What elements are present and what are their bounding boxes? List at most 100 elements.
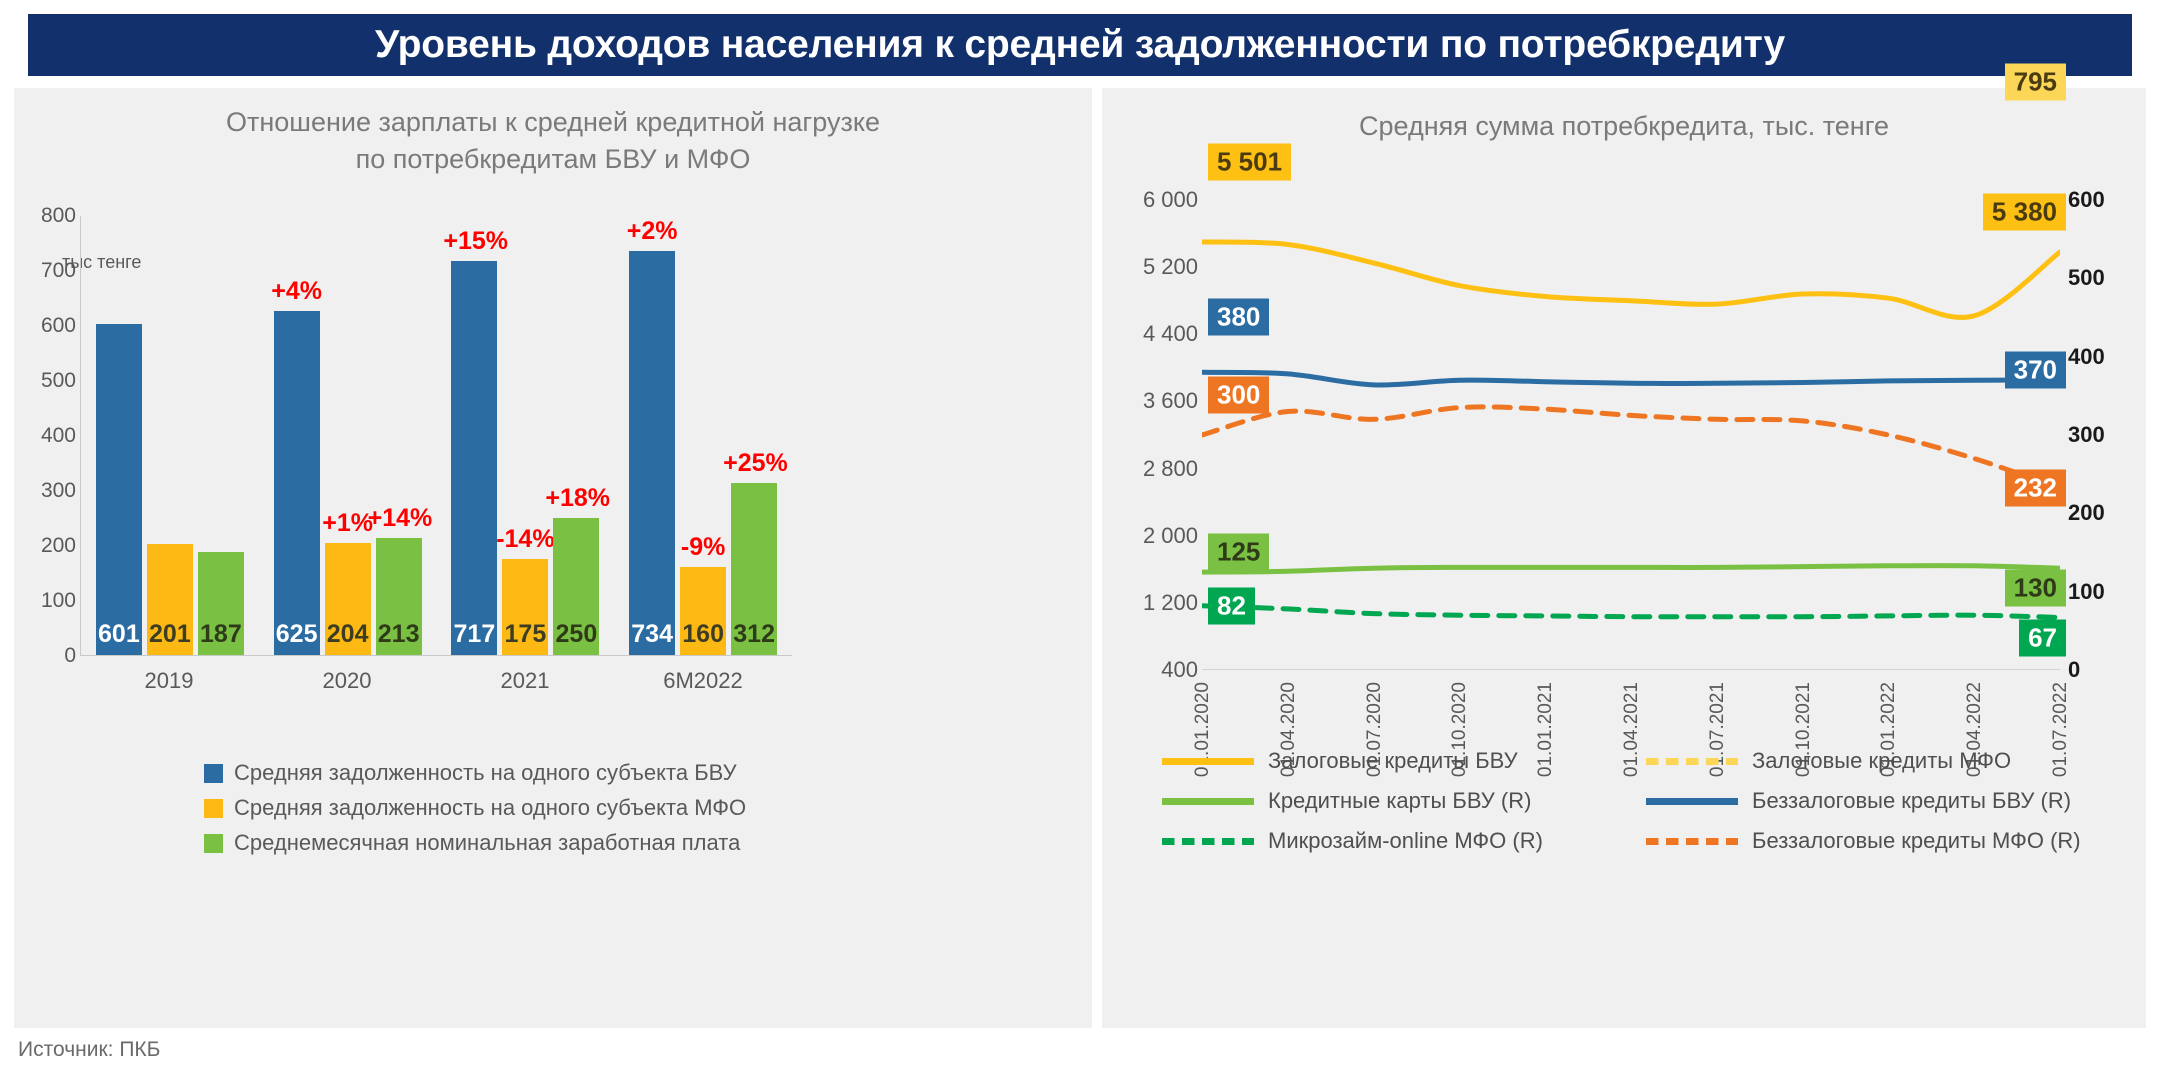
right-chart-panel: Средняя сумма потребкредита, тыс. тенге … [1102,63,2146,1028]
series-start-value-tag: 380 [1208,298,1270,336]
line-y-tick-right: 300 [2068,422,2105,447]
legend-item[interactable]: Залоговые кредиты МФО [1646,748,2122,774]
line-series [1202,369,2060,388]
bar: 175 -14% [496,525,555,655]
legend-item[interactable]: Беззалоговые кредиты МФО (R) [1646,828,2122,854]
legend-line-swatch [1646,797,1738,805]
left-chart-panel: Отношение зарплаты к средней кредитной н… [14,88,1092,1028]
bar: 201 [146,544,193,655]
bar-group: 717 +15% 175 -14% 250 +18% [437,216,615,655]
bar-y-tick: 500 [40,369,76,392]
line-y-tick-right: 0 [2068,657,2081,682]
legend-label: Средняя задолженность на одного субъекта… [234,760,737,785]
series-end-value-tag: 5 380 [1982,193,2066,231]
legend-item[interactable]: Залоговые кредиты БВУ [1162,748,1638,774]
bar-x-tick: 2021 [500,668,550,693]
bar-growth-label: +14% [367,503,433,532]
bar: 625 +4% [271,277,322,655]
line-y-tick-left: 1 200 [1142,589,1198,615]
bar-growth-label: +2% [626,217,678,246]
legend-line-swatch [1162,837,1254,845]
line-y-tick-left: 3 600 [1142,388,1198,414]
bar-growth-label: +15% [443,226,509,255]
bar-y-tick: 600 [40,314,76,337]
series-end-value-tag: 370 [2004,351,2066,389]
legend-label: Залоговые кредиты БВУ [1268,748,1518,773]
bar-value-label: 601 [98,620,140,648]
series-end-value-tag: 232 [2004,469,2066,507]
series-end-value-tag: 795 [2004,63,2066,101]
series-start-value-tag: 300 [1208,376,1270,414]
bar-y-tick: 300 [40,479,76,502]
legend-label: Беззалоговые кредиты БВУ (R) [1752,788,2072,813]
legend-line-swatch [1646,837,1738,845]
legend-label: Кредитные карты БВУ (R) [1268,788,1532,813]
bar-y-tick: 200 [40,534,76,557]
bar-value-label: 175 [504,620,547,648]
bar: 213 +14% [368,504,432,655]
bar-growth-label: -9% [680,533,726,561]
left-panel-title-line2: по потребкредитам БВУ и МФО [355,144,751,175]
legend-item[interactable]: Микрозайм-online МФО (R) [1162,828,1638,854]
line-chart-svg [1202,239,2060,670]
bar-value-label: 734 [631,620,673,648]
bar-chart-x-axis: 2019 2020 2021 6М2022 [80,668,792,702]
line-y-tick-left: 5 200 [1142,254,1198,280]
bar: 717 +15% [443,227,508,655]
bar: 312 +25% [723,449,788,655]
bar-value-label: 204 [326,620,369,648]
series-end-value-tag: 130 [2004,569,2066,607]
bar: 734 +2% [627,217,677,655]
bar-value-label: 625 [275,620,318,648]
bar: 187 [197,552,244,655]
line-series [1202,239,2060,320]
bar-value-label: 201 [149,620,191,648]
line-y-tick-right: 400 [2068,343,2105,369]
legend-item[interactable]: Беззалоговые кредиты БВУ (R) [1646,788,2122,814]
header-banner: Уровень доходов населения к средней задо… [28,14,2132,76]
left-panel-title-line1: Отношение зарплаты к средней кредитной н… [226,107,880,137]
line-chart-y-axis-right: 600 500 400 300 200 100 0 [2068,187,2138,682]
bar-growth-label: -14% [496,524,555,553]
legend-item[interactable]: Средняя задолженность на одного субъекта… [204,795,904,821]
bar-y-tick: 800 [40,204,76,227]
legend-swatch [204,833,223,853]
bar-x-tick: 6М2022 [663,668,743,693]
line-y-tick-right: 500 [2068,265,2105,291]
left-panel-title: Отношение зарплаты к средней кредитной н… [14,88,1092,179]
legend-line-swatch [1162,757,1254,765]
bar-value-label: 717 [453,620,496,648]
legend-line-swatch [1646,757,1738,765]
legend-item[interactable]: Среднемесячная номинальная заработная пл… [204,830,904,856]
bar-chart-legend: Средняя задолженность на одного субъекта… [204,760,904,865]
bar-chart-axis-unit: тыс тенге [62,252,142,272]
right-panel-title: Средняя сумма потребкредита, тыс. тенге [1359,111,1889,141]
line-y-tick-left: 6 000 [1142,187,1198,212]
bar-x-tick: 2020 [322,668,372,693]
bar-y-tick: 400 [40,424,76,447]
series-start-value-tag: 5 501 [1208,143,1292,181]
legend-label: Среднемесячная номинальная заработная пл… [234,830,741,855]
line-y-tick-left: 4 400 [1142,321,1198,347]
line-series [1202,404,2060,491]
bar-growth-label: +25% [723,449,788,478]
line-chart-legend: Залоговые кредиты БВУ Залоговые кредиты М… [1162,748,2122,854]
bar-growth-label: +18% [545,483,611,512]
line-y-tick-left: 2 800 [1142,455,1198,481]
bar-chart-plot-area: 601 201 187 625 +4% 204 +1% 213 +14% 717 +15% 175 -1… [80,216,792,656]
bar-group: 734 +2% 160 -9% 312 +25% [614,216,792,655]
legend-swatch [204,798,223,818]
line-chart-y-axis-left: 6 000 5 200 4 400 3 600 2 800 2 000 1 200 400 [1102,187,1198,682]
legend-swatch [204,763,223,783]
line-y-tick-left: 400 [1161,657,1198,682]
legend-item[interactable]: Средняя задолженность на одного субъекта… [204,760,904,786]
line-y-tick-right: 600 [2068,187,2105,212]
bar: 204 +1% [322,509,373,655]
bar-y-tick: 0 [64,644,76,667]
legend-label: Средняя задолженность на одного субъекта… [234,795,747,820]
line-y-tick-left: 2 000 [1142,522,1198,548]
legend-item[interactable]: Кредитные карты БВУ (R) [1162,788,1638,814]
bar-value-label: 187 [200,620,242,648]
bar-value-label: 250 [555,620,598,648]
